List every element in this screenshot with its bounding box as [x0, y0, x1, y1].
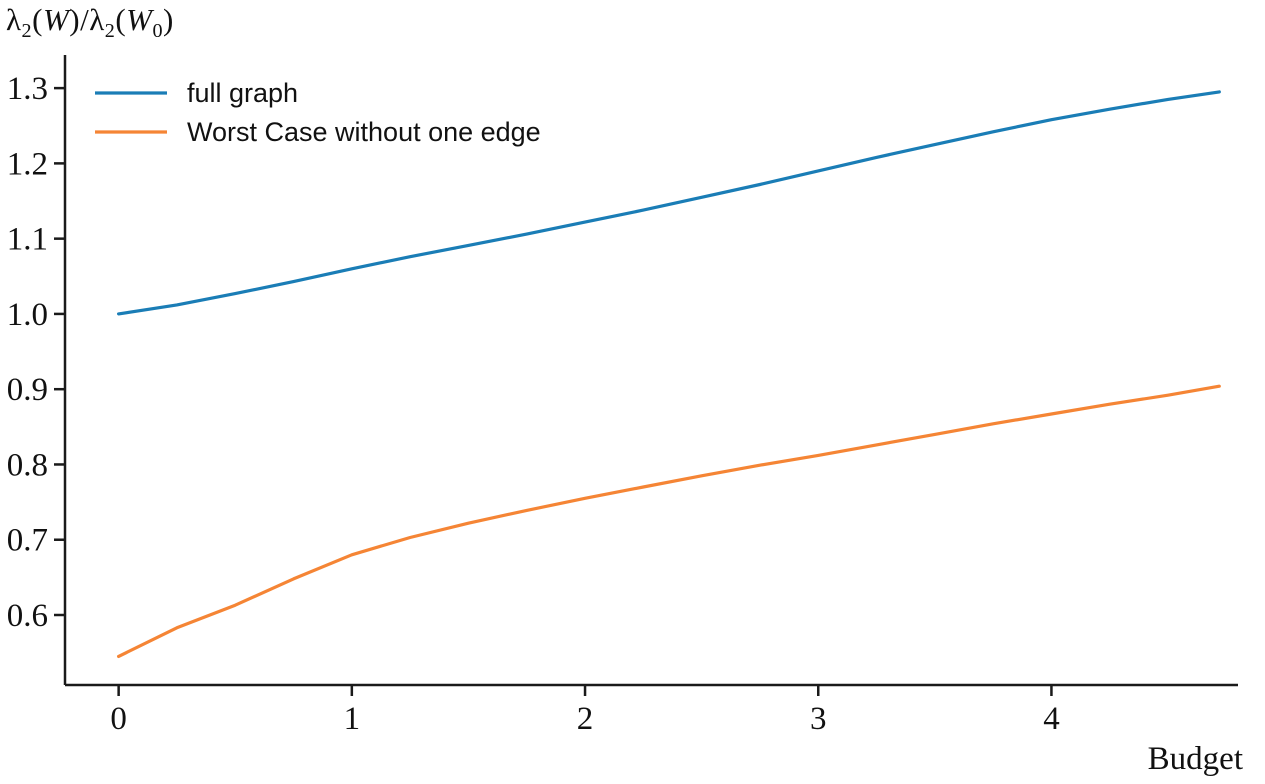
legend-label-1: Worst Case without one edge	[187, 117, 541, 147]
x-tick-label: 4	[1043, 701, 1060, 737]
y-axis-title: λ2(W)/λ2(W0)	[6, 2, 174, 43]
y-tick-label: 1.2	[7, 146, 48, 182]
series-line-0	[116, 90, 1221, 316]
y-tick-label: 1.0	[7, 297, 48, 333]
series-line-1	[116, 384, 1221, 659]
ylabel-w: W	[126, 2, 153, 37]
ylabel-w: W	[42, 2, 70, 37]
y-tick-label: 1.3	[7, 71, 48, 107]
x-axis-title: Budget	[1147, 741, 1243, 777]
y-tick-label: 0.9	[7, 372, 48, 408]
y-tick-label: 1.1	[7, 222, 48, 258]
x-tick-label: 1	[344, 701, 361, 737]
y-tick-label: 0.7	[7, 523, 48, 559]
legend-label-0: full graph	[187, 78, 298, 108]
ylabel-paren: (	[32, 2, 43, 37]
x-tick-label: 0	[110, 701, 127, 737]
ylabel-sub: 2	[104, 20, 116, 43]
ylabel-lambda: λ	[6, 2, 22, 37]
ylabel-paren: (	[115, 2, 127, 37]
ylabel-sub: 2	[21, 20, 33, 43]
ylabel-paren: )/	[69, 2, 90, 37]
ylabel-paren: )	[163, 2, 174, 37]
ylabel-lambda: λ	[89, 2, 105, 37]
y-tick-label: 0.8	[7, 447, 48, 483]
x-tick-label: 2	[577, 701, 594, 737]
ylabel-sub: 0	[152, 20, 164, 43]
x-tick-label: 3	[810, 701, 827, 737]
y-tick-label: 0.6	[7, 598, 48, 634]
